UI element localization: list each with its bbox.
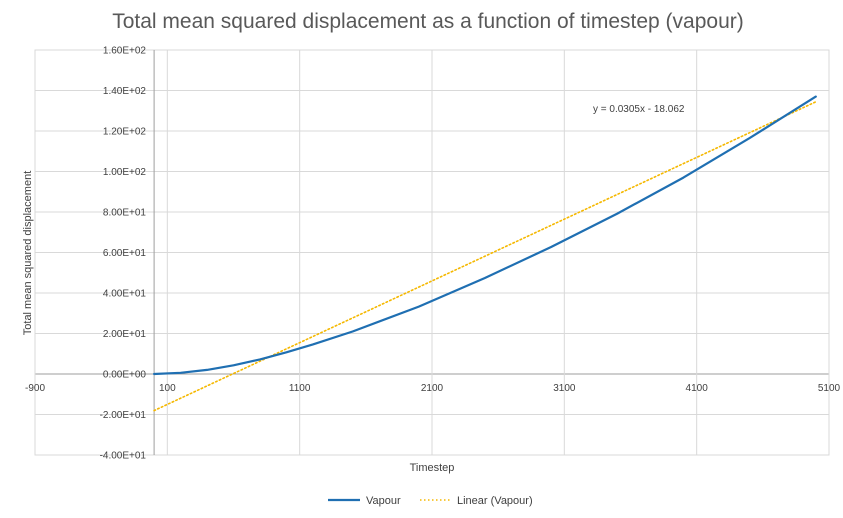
gridlines [34, 49, 830, 456]
x-tick-label: 5100 [818, 383, 841, 394]
x-tick-label: 1100 [289, 383, 311, 394]
y-tick-label: 2.00E+01 [103, 329, 147, 340]
y-axis-label: Total mean squared displacement [22, 171, 34, 335]
y-tick-label: -4.00E+01 [100, 451, 147, 462]
x-tick-label: 4100 [686, 383, 709, 394]
x-tick-label: 2100 [421, 383, 444, 394]
y-tick-label: 1.40E+02 [103, 86, 147, 97]
chart-title: Total mean squared displacement as a fun… [112, 10, 744, 33]
vapour-series-line [153, 95, 817, 376]
legend: Vapour Linear (Vapour) [328, 495, 533, 507]
y-tick-label: 8.00E+01 [103, 208, 147, 219]
legend-label: Vapour [366, 495, 401, 507]
x-axis-label: Timestep [410, 462, 455, 474]
y-tick-label: 1.20E+02 [103, 127, 147, 138]
y-tick-label: -2.00E+01 [100, 410, 147, 421]
x-tick-label: -900 [25, 383, 45, 394]
y-tick-label: 0.00E+00 [103, 370, 147, 381]
y-tick-label: 1.00E+02 [103, 167, 147, 178]
y-axis-ticks: -4.00E+01 -2.00E+01 0.00E+00 2.00E+01 4.00E+… [100, 46, 147, 462]
y-tick-label: 1.60E+02 [103, 46, 147, 57]
legend-label: Linear (Vapour) [457, 495, 533, 507]
x-axis-ticks: -900 100 1100 2100 3100 4100 5100 [25, 383, 841, 394]
y-tick-label: 6.00E+01 [103, 248, 147, 259]
x-tick-label: 100 [159, 383, 176, 394]
trendline-equation: y = 0.0305x - 18.062 [593, 104, 685, 115]
x-tick-label: 3100 [553, 383, 576, 394]
series-layer [153, 95, 817, 412]
y-tick-label: 4.00E+01 [103, 289, 147, 300]
